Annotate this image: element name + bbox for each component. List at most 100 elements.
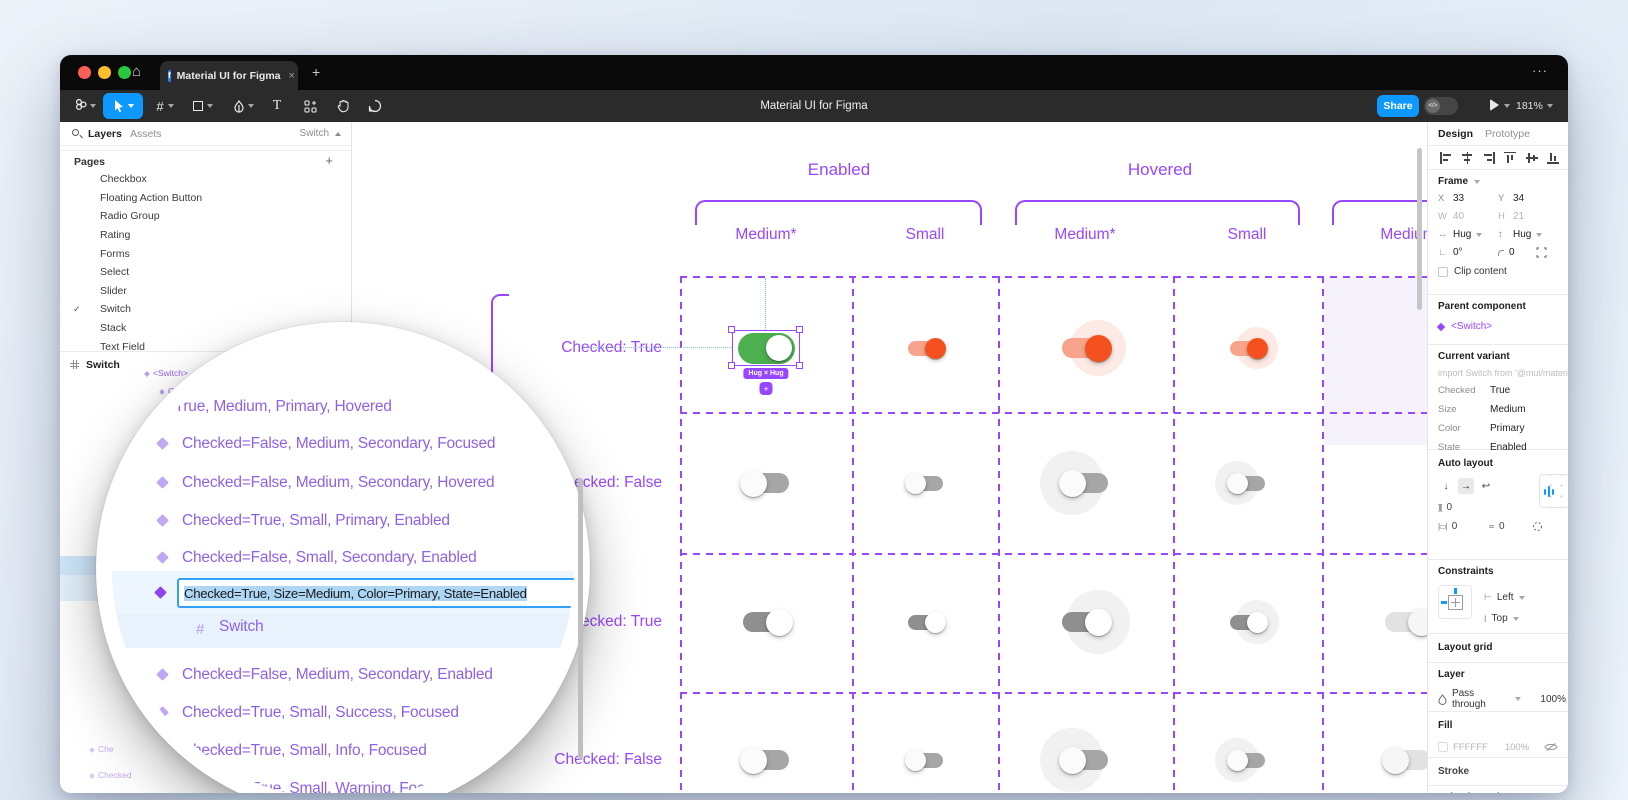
tab-close-icon[interactable]: × (288, 69, 295, 82)
clip-content-checkbox[interactable] (1438, 266, 1448, 277)
page-item-rating[interactable]: Rating (100, 229, 131, 242)
switch-component[interactable] (885, 312, 965, 384)
switch-component[interactable] (885, 447, 965, 519)
align-h-center-icon[interactable] (1461, 151, 1473, 164)
loupe-layer-item[interactable]: Checked=True, Small, Warning, Focused (182, 780, 458, 793)
selection-handle[interactable] (728, 362, 735, 369)
variant-prop-value[interactable]: True (1490, 385, 1511, 396)
layout-right-icon[interactable]: → (1458, 478, 1474, 494)
align-bottom-icon[interactable] (1547, 152, 1560, 164)
loupe-layer-item[interactable]: Checked=False, Medium, Secondary, Hovere… (182, 474, 495, 491)
home-icon[interactable]: ⌂ (132, 63, 142, 80)
loupe-layer-item[interactable]: Checked=False, Small, Secondary, Enabled (182, 549, 477, 566)
alignment-widget[interactable] (1538, 474, 1568, 508)
switch-component[interactable] (1368, 586, 1427, 658)
switch-component[interactable] (1207, 586, 1287, 658)
h-padding-field[interactable]: 0 (1451, 521, 1458, 532)
loupe-layer-item[interactable]: Checked=False, Medium, Secondary, Enable… (182, 666, 493, 683)
window-menu-icon[interactable]: ··· (1532, 63, 1548, 78)
traffic-light-close[interactable] (78, 66, 91, 79)
layout-down-icon[interactable]: ↓ (1443, 480, 1449, 492)
selection-bounding-box[interactable] (732, 330, 800, 366)
switch-component[interactable] (885, 586, 965, 658)
comment-tool-button[interactable] (362, 90, 388, 122)
switch-component[interactable] (1040, 724, 1125, 793)
selection-handle[interactable] (796, 326, 803, 333)
loupe-layer-item[interactable]: Checked=False, Medium, Secondary, Focuse… (182, 435, 496, 452)
eye-off-icon[interactable] (1544, 742, 1558, 752)
zoom-menu[interactable]: 181% (1516, 90, 1553, 122)
dev-mode-toggle[interactable]: </> (1424, 97, 1458, 115)
chevron-up-icon[interactable] (335, 132, 341, 136)
present-chevron-icon[interactable] (1504, 104, 1510, 108)
canvas-scrollbar[interactable] (1417, 148, 1422, 310)
page-item-stack[interactable]: Stack (100, 322, 127, 335)
variant-prop-value[interactable]: Enabled (1490, 442, 1527, 453)
hand-tool-button[interactable] (330, 90, 356, 122)
width-field[interactable]: 40 (1453, 211, 1465, 222)
layer-opacity-field[interactable]: 100% (1540, 693, 1566, 705)
align-top-icon[interactable] (1504, 151, 1517, 164)
gap-field[interactable]: 0 (1446, 502, 1453, 513)
independent-padding-icon[interactable] (1532, 521, 1543, 532)
fill-color-swatch[interactable] (1438, 742, 1448, 752)
y-field[interactable]: 34 (1513, 193, 1525, 204)
add-page-button[interactable]: + (325, 153, 333, 168)
align-left-icon[interactable] (1440, 151, 1452, 164)
constraints-widget[interactable] (1438, 585, 1472, 619)
loupe-layer-item[interactable]: Switch (219, 618, 264, 635)
tab-design[interactable]: Design (1438, 127, 1474, 140)
variant-prop-value[interactable]: Primary (1490, 423, 1525, 434)
fill-opacity-field[interactable]: 100% (1504, 741, 1530, 753)
variant-prop-value[interactable]: Medium (1490, 404, 1526, 415)
switch-component[interactable] (1045, 312, 1126, 384)
layer-rename-input[interactable]: Checked=True, Size=Medium, Color=Primary… (177, 578, 574, 608)
layer-variant-fragment[interactable]: Che (89, 744, 114, 754)
tab-assets[interactable]: Assets (130, 128, 162, 140)
page-item-select[interactable]: Select (100, 266, 130, 279)
switch-component[interactable] (1045, 586, 1130, 658)
v-resize-field[interactable]: Hug (1513, 229, 1532, 240)
selection-handle[interactable] (796, 362, 803, 369)
height-field[interactable]: 21 (1513, 211, 1525, 222)
independent-corners-icon[interactable] (1535, 247, 1547, 258)
page-item-radio-group[interactable]: Radio Group (100, 210, 160, 223)
loupe-layer-item[interactable]: Checked=True, Small, Success, Focused (182, 704, 459, 721)
search-icon[interactable] (72, 129, 79, 136)
page-item-forms[interactable]: Forms (100, 247, 130, 260)
text-tool-button[interactable]: T (272, 98, 282, 113)
frame-tool-button[interactable]: # (150, 90, 180, 122)
loupe-child-row-bg[interactable] (112, 614, 574, 648)
root-layer-switch[interactable]: Switch (60, 354, 351, 375)
v-padding-field[interactable]: 0 (1498, 521, 1505, 532)
corner-radius-field[interactable]: 0 (1509, 247, 1515, 258)
main-menu-icon[interactable] (72, 90, 98, 122)
x-field[interactable]: 33 (1453, 193, 1465, 204)
blend-mode-select[interactable]: Pass through (1451, 688, 1486, 710)
layout-wrap-icon[interactable]: ↩ (1481, 480, 1491, 492)
traffic-light-maximize[interactable] (118, 66, 131, 79)
pen-tool-button[interactable] (228, 90, 258, 122)
traffic-light-minimize[interactable] (98, 66, 111, 79)
loupe-layer-item[interactable]: Checked=True, Small, Primary, Enabled (182, 512, 450, 529)
page-item-text-field[interactable]: Text Field (100, 340, 145, 353)
selection-handle[interactable] (728, 326, 735, 333)
switch-component[interactable] (1368, 724, 1427, 793)
switch-component[interactable] (885, 724, 965, 793)
switch-component[interactable] (726, 586, 806, 658)
parent-component-link[interactable]: <Switch> (1451, 321, 1493, 332)
new-tab-button[interactable]: + (312, 64, 321, 80)
actions-tool-button[interactable] (298, 90, 322, 122)
loupe-scrollbar[interactable] (578, 478, 583, 760)
page-item-slider[interactable]: Slider (100, 284, 127, 297)
switch-component[interactable] (726, 447, 806, 519)
fill-hex-field[interactable]: FFFFFF (1453, 741, 1488, 753)
switch-component[interactable] (726, 724, 806, 793)
vertical-constraint-select[interactable]: I Top (1484, 613, 1525, 624)
layer-variant-fragment[interactable]: Checked (89, 770, 132, 780)
switch-component[interactable] (1207, 724, 1287, 793)
switch-component[interactable] (1207, 312, 1287, 384)
page-indicator[interactable]: Switch (299, 128, 329, 139)
align-v-center-icon[interactable] (1525, 152, 1538, 164)
loupe-layer-item[interactable]: Checked=True, Small, Info, Focused (182, 742, 427, 759)
